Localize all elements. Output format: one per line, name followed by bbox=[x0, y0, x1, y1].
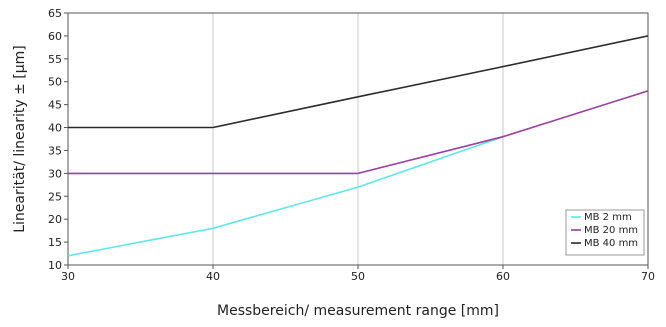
y-tick-label: 10 bbox=[48, 259, 62, 272]
y-tick-label: 60 bbox=[48, 30, 62, 43]
axis-ticks: 30 40 50 60 70 10 15 20 25 30 35 40 45 50 55 60 65 bbox=[48, 7, 655, 283]
y-tick-label: 50 bbox=[48, 76, 62, 89]
y-tick-label: 30 bbox=[48, 167, 62, 180]
x-tick-label: 60 bbox=[496, 270, 510, 283]
legend: MB 2 mm MB 20 mm MB 40 mm bbox=[565, 209, 645, 256]
y-tick-label: 65 bbox=[48, 7, 62, 20]
x-axis-title: Messbereich/ measurement range [mm] bbox=[217, 303, 499, 319]
y-tick-label: 35 bbox=[48, 144, 62, 157]
legend-entry: MB 20 mm bbox=[584, 225, 638, 236]
series-lines bbox=[67, 35, 649, 257]
y-tick-label: 45 bbox=[48, 99, 62, 112]
y-tick-label: 40 bbox=[48, 122, 62, 135]
y-tick-label: 15 bbox=[48, 236, 62, 249]
x-tick-label: 50 bbox=[351, 270, 365, 283]
series-line-3 bbox=[68, 35, 649, 129]
grid-lines bbox=[212, 13, 504, 265]
x-tick-label: 40 bbox=[206, 270, 220, 283]
y-tick-label: 20 bbox=[48, 213, 62, 226]
y-tick-label: 55 bbox=[48, 53, 62, 66]
series-line-2 bbox=[68, 90, 649, 175]
legend-entry: MB 40 mm bbox=[584, 238, 638, 249]
x-tick-label: 70 bbox=[641, 270, 655, 283]
x-tick-label: 30 bbox=[61, 270, 75, 283]
y-axis-title: Linearität/ linearity ± [µm] bbox=[12, 45, 28, 233]
legend-entry: MB 2 mm bbox=[584, 212, 632, 223]
series-line-1 bbox=[67, 135, 504, 257]
y-tick-label: 25 bbox=[48, 190, 62, 203]
